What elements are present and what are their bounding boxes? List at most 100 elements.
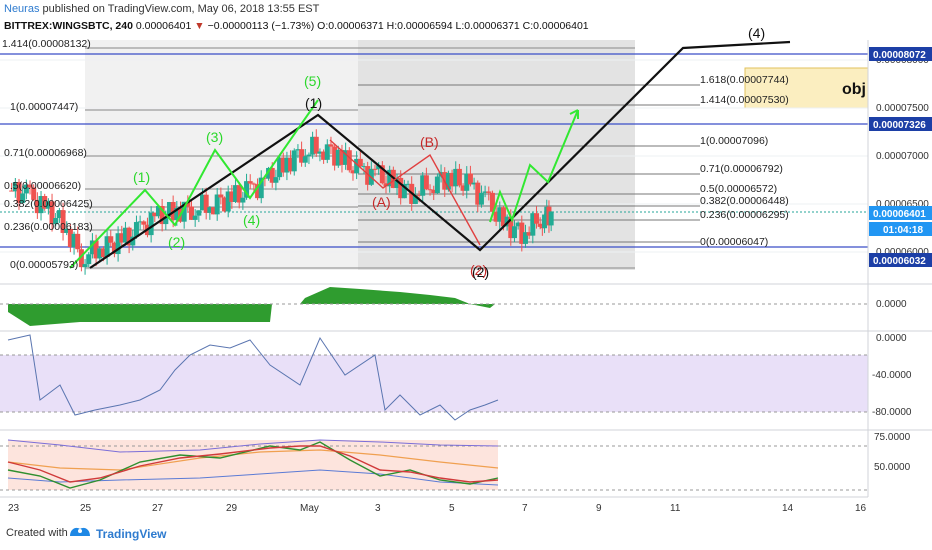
candle-body (49, 201, 55, 225)
x-tick-label: May (300, 503, 319, 514)
candle-body (137, 221, 143, 223)
wave-label-green-4: (4) (243, 212, 260, 228)
oscillator-area (8, 304, 272, 326)
candle-body (34, 199, 40, 214)
badge-bg-3 (869, 206, 932, 220)
badge-bg-1 (869, 47, 932, 61)
wave-label-green-5: (5) (304, 73, 321, 89)
candle-body (31, 187, 37, 200)
fib-left-0382: 0.382(0.00006425) (4, 198, 93, 210)
candle-body (82, 264, 88, 268)
candle-body (126, 227, 132, 246)
fib-right-071: 0.71(0.00006792) (700, 163, 783, 175)
candle-body (306, 154, 312, 157)
x-tick-label: 3 (375, 503, 381, 514)
candle-body (394, 177, 400, 189)
last-price: 0.00006401 (135, 20, 192, 32)
candle-body (247, 181, 253, 184)
candle-body (335, 149, 341, 166)
candle-body (339, 149, 345, 165)
candle-body (542, 214, 548, 229)
candle-body (277, 157, 283, 178)
candle-body (60, 210, 66, 233)
candle-body (478, 192, 484, 205)
candle-body (196, 210, 202, 216)
candle-body (343, 150, 349, 165)
candle-body (104, 236, 110, 257)
candle-body (460, 185, 466, 191)
oscillator-area-pos (300, 287, 470, 304)
candle-body (332, 146, 338, 166)
tradingview-brand[interactable]: TradingView (96, 527, 167, 541)
will-y-tick-1: -40.0000 (872, 370, 912, 381)
candle-body (379, 165, 385, 184)
candle-body (486, 191, 492, 193)
candle-body (269, 167, 275, 183)
candle-body (321, 151, 327, 160)
fib-right-05: 0.5(0.00006572) (700, 183, 777, 195)
candle-body (130, 236, 136, 246)
candle-body (464, 173, 470, 191)
candle-body (471, 182, 477, 185)
candle-body (508, 216, 514, 239)
candle-body (236, 185, 242, 203)
candle-body (526, 232, 532, 236)
candle-body (401, 183, 407, 199)
x-tick-label: 27 (152, 503, 164, 514)
candle-body (412, 194, 418, 204)
candle-body (449, 172, 455, 187)
footer: Created with TradingView (0, 517, 932, 550)
candle-body (295, 149, 301, 151)
fib-right-1618: 1.618(0.00007744) (700, 74, 789, 86)
candle-body (115, 233, 121, 255)
candle-body (56, 210, 62, 219)
candle-body (280, 157, 286, 173)
candle-body (302, 156, 308, 163)
tradingview-logo-icon (70, 527, 90, 536)
candle-body (475, 182, 481, 205)
y-tick-3: 0.00006500 (876, 199, 929, 210)
candle-body (45, 201, 51, 209)
candle-body (420, 175, 426, 196)
fib-right-0382: 0.382(0.00006448) (700, 195, 789, 207)
candle-body (482, 191, 488, 193)
candle-body (244, 181, 250, 198)
candle-body (181, 201, 187, 222)
candle-body (515, 222, 521, 227)
candle-body (9, 190, 15, 192)
candle-body (159, 205, 165, 225)
candle-body (64, 228, 70, 233)
candle-body (71, 233, 77, 248)
wave-label-green-1: (1) (133, 169, 150, 185)
wave-label-red-2: (2) (470, 262, 487, 278)
y-tick-4: 0.00006000 (876, 247, 929, 258)
candle-body (189, 206, 194, 220)
author-link[interactable]: Neuras (4, 3, 40, 15)
wave-label-green-3: (3) (206, 129, 223, 145)
candle-body (548, 211, 554, 226)
fib-right-1: 1(0.00007096) (700, 135, 768, 147)
candle-body (365, 166, 371, 185)
candle-body (20, 193, 26, 203)
candle-body (310, 136, 316, 155)
candle-body (23, 184, 29, 194)
candle-body (405, 183, 411, 185)
candle-body (16, 182, 22, 203)
fib-right-1414: 1.414(0.00007530) (700, 94, 789, 106)
fib-left-05: 0.5(0.00006620) (4, 180, 81, 192)
candle-body (97, 248, 103, 259)
candle-body (12, 182, 18, 192)
candle-body (493, 211, 499, 222)
fib-left-071: 0.71(0.00006968) (4, 147, 87, 159)
x-tick-label: 7 (522, 503, 528, 514)
candle-body (108, 236, 114, 243)
fib-left-0: 0(0.00005793) (10, 259, 78, 271)
candle-body (222, 197, 228, 212)
candle-body (141, 221, 147, 225)
candle-body (453, 168, 459, 187)
candle-body (434, 176, 440, 194)
candle-body (317, 151, 323, 154)
candle-body (533, 213, 539, 224)
candle-body (387, 169, 393, 187)
badge-bg-2 (869, 117, 932, 131)
